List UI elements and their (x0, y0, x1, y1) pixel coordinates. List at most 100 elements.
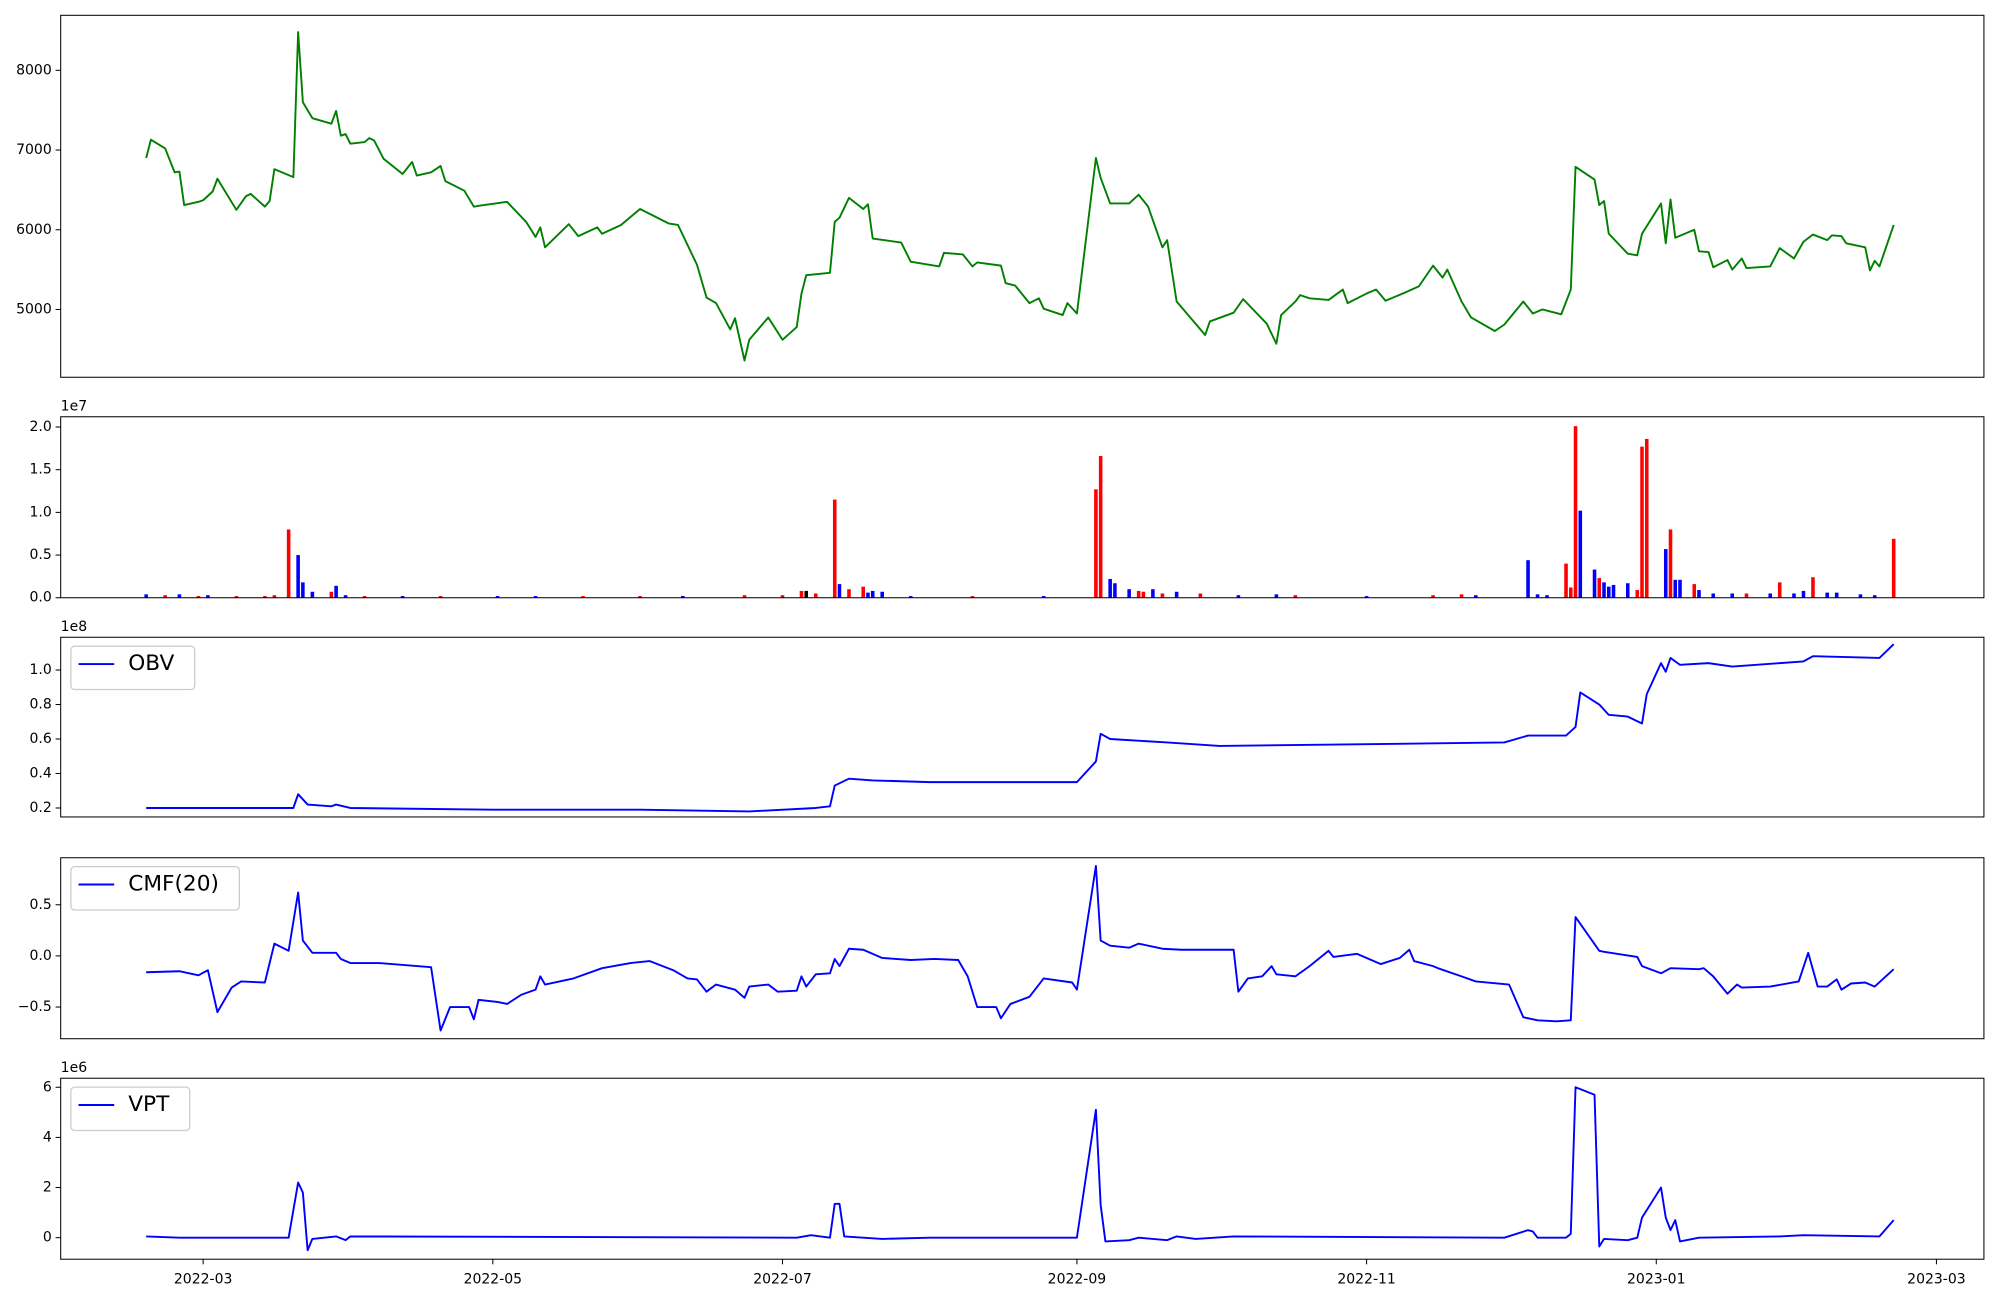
volume-bar (1108, 578, 1112, 598)
volume-bar (1569, 587, 1573, 598)
volume-bar (1573, 426, 1578, 598)
volume-bar (804, 590, 809, 598)
volume-bar (1711, 593, 1716, 598)
volume-bar (1236, 595, 1241, 598)
volume-bar (799, 590, 804, 598)
axes-frame (60, 14, 1985, 378)
volume-bar (1564, 563, 1568, 598)
volume-bar (1697, 590, 1701, 598)
volume-bar (1198, 593, 1203, 598)
volume-bar (1545, 595, 1549, 598)
volume-bar (438, 596, 443, 598)
x-tick-label: 2023-01 (1627, 1272, 1686, 1288)
volume-bar (1578, 510, 1583, 598)
volume-bar (861, 586, 866, 598)
x-tick-label: 2022-05 (464, 1272, 522, 1288)
volume-bar (1602, 582, 1606, 598)
legend: CMF(20) (70, 866, 240, 911)
volume-bar (1777, 582, 1782, 598)
volume-bar (1872, 595, 1877, 598)
volume-bar (1094, 489, 1098, 598)
y-tick-label: 6000 (16, 222, 52, 238)
legend-box (70, 1086, 191, 1132)
volume-bar (144, 594, 148, 598)
y-tick-label: 1.0 (29, 504, 51, 520)
volume-bar (880, 591, 884, 598)
axes-frame (60, 857, 1985, 1040)
volume-bar (196, 596, 201, 598)
line-series (146, 643, 1895, 813)
legend: VPT (70, 1086, 191, 1132)
volume-bar (1858, 594, 1863, 598)
volume-bar (581, 596, 585, 598)
volume-bar (1041, 596, 1046, 598)
volume-bar (310, 591, 315, 598)
axis-offset-label: 1e8 (61, 619, 87, 635)
volume-bar (866, 592, 870, 598)
y-tick-label: 1.0 (29, 662, 51, 678)
volume-bar (680, 596, 685, 598)
volume-bar (206, 595, 210, 598)
volume-bar (1635, 590, 1640, 598)
volume-bar (1744, 593, 1749, 598)
y-tick-label: 0.0 (29, 590, 51, 606)
volume-bar (1730, 593, 1735, 598)
volume-bar (329, 591, 334, 598)
axes-frame (60, 416, 1985, 599)
legend-box (70, 866, 240, 911)
x-tick-label: 2022-11 (1337, 1272, 1396, 1288)
volume-bar (1678, 579, 1682, 598)
volume-bar (1141, 591, 1146, 598)
volume-bar (1098, 456, 1103, 598)
volume-bar (1431, 595, 1435, 598)
volume-bar (343, 595, 348, 598)
volume-bar (1692, 584, 1697, 598)
y-tick-label: 6 (43, 1079, 52, 1095)
y-tick-label: 0.0 (29, 948, 51, 964)
y-tick-label: 8000 (16, 62, 52, 78)
y-tick-label: 0.5 (29, 897, 51, 913)
volume-bar (263, 596, 267, 598)
volume-bar (837, 584, 842, 598)
volume-bar (1644, 438, 1649, 598)
volume-bar (1474, 595, 1478, 598)
volume-bar (870, 590, 875, 598)
volume-bar (908, 596, 913, 598)
legend-label: CMF(20) (128, 872, 219, 897)
volume-bar (1526, 560, 1530, 598)
volume-bar (301, 582, 305, 598)
y-tick-label: 0.4 (29, 766, 51, 782)
y-tick-label: −0.5 (18, 999, 52, 1015)
volume-bar (1673, 579, 1678, 598)
y-tick-label: 2 (43, 1180, 52, 1196)
volume-bar (1592, 569, 1597, 598)
volume-bar (970, 596, 975, 598)
y-tick-label: 0 (43, 1230, 52, 1246)
y-tick-label: 2.0 (29, 419, 51, 435)
volume-bar (1274, 594, 1279, 598)
volume-bar (1160, 593, 1165, 598)
volume-bar (1606, 586, 1611, 598)
volume-bar (1535, 594, 1540, 598)
volume-bar (1625, 583, 1630, 598)
volume-bar (234, 596, 239, 598)
volume-bar (1364, 596, 1369, 598)
volume-bar (847, 589, 851, 598)
volume-bar (1792, 593, 1796, 598)
volume-bar (533, 596, 538, 598)
volume-bar (495, 596, 500, 598)
line-series (146, 864, 1895, 1032)
volume-bar (1801, 590, 1806, 598)
x-tick-label: 2022-09 (1048, 1272, 1107, 1288)
volume-bar (832, 499, 837, 598)
legend-label: VPT (128, 1092, 170, 1117)
volume-bar (1891, 538, 1896, 598)
axis-offset-label: 1e7 (61, 399, 87, 415)
volume-bar (1151, 589, 1155, 598)
volume-bar (1640, 446, 1644, 598)
volume-bar (742, 595, 747, 598)
volume-bar (1825, 592, 1829, 598)
volume-bar (362, 596, 367, 598)
